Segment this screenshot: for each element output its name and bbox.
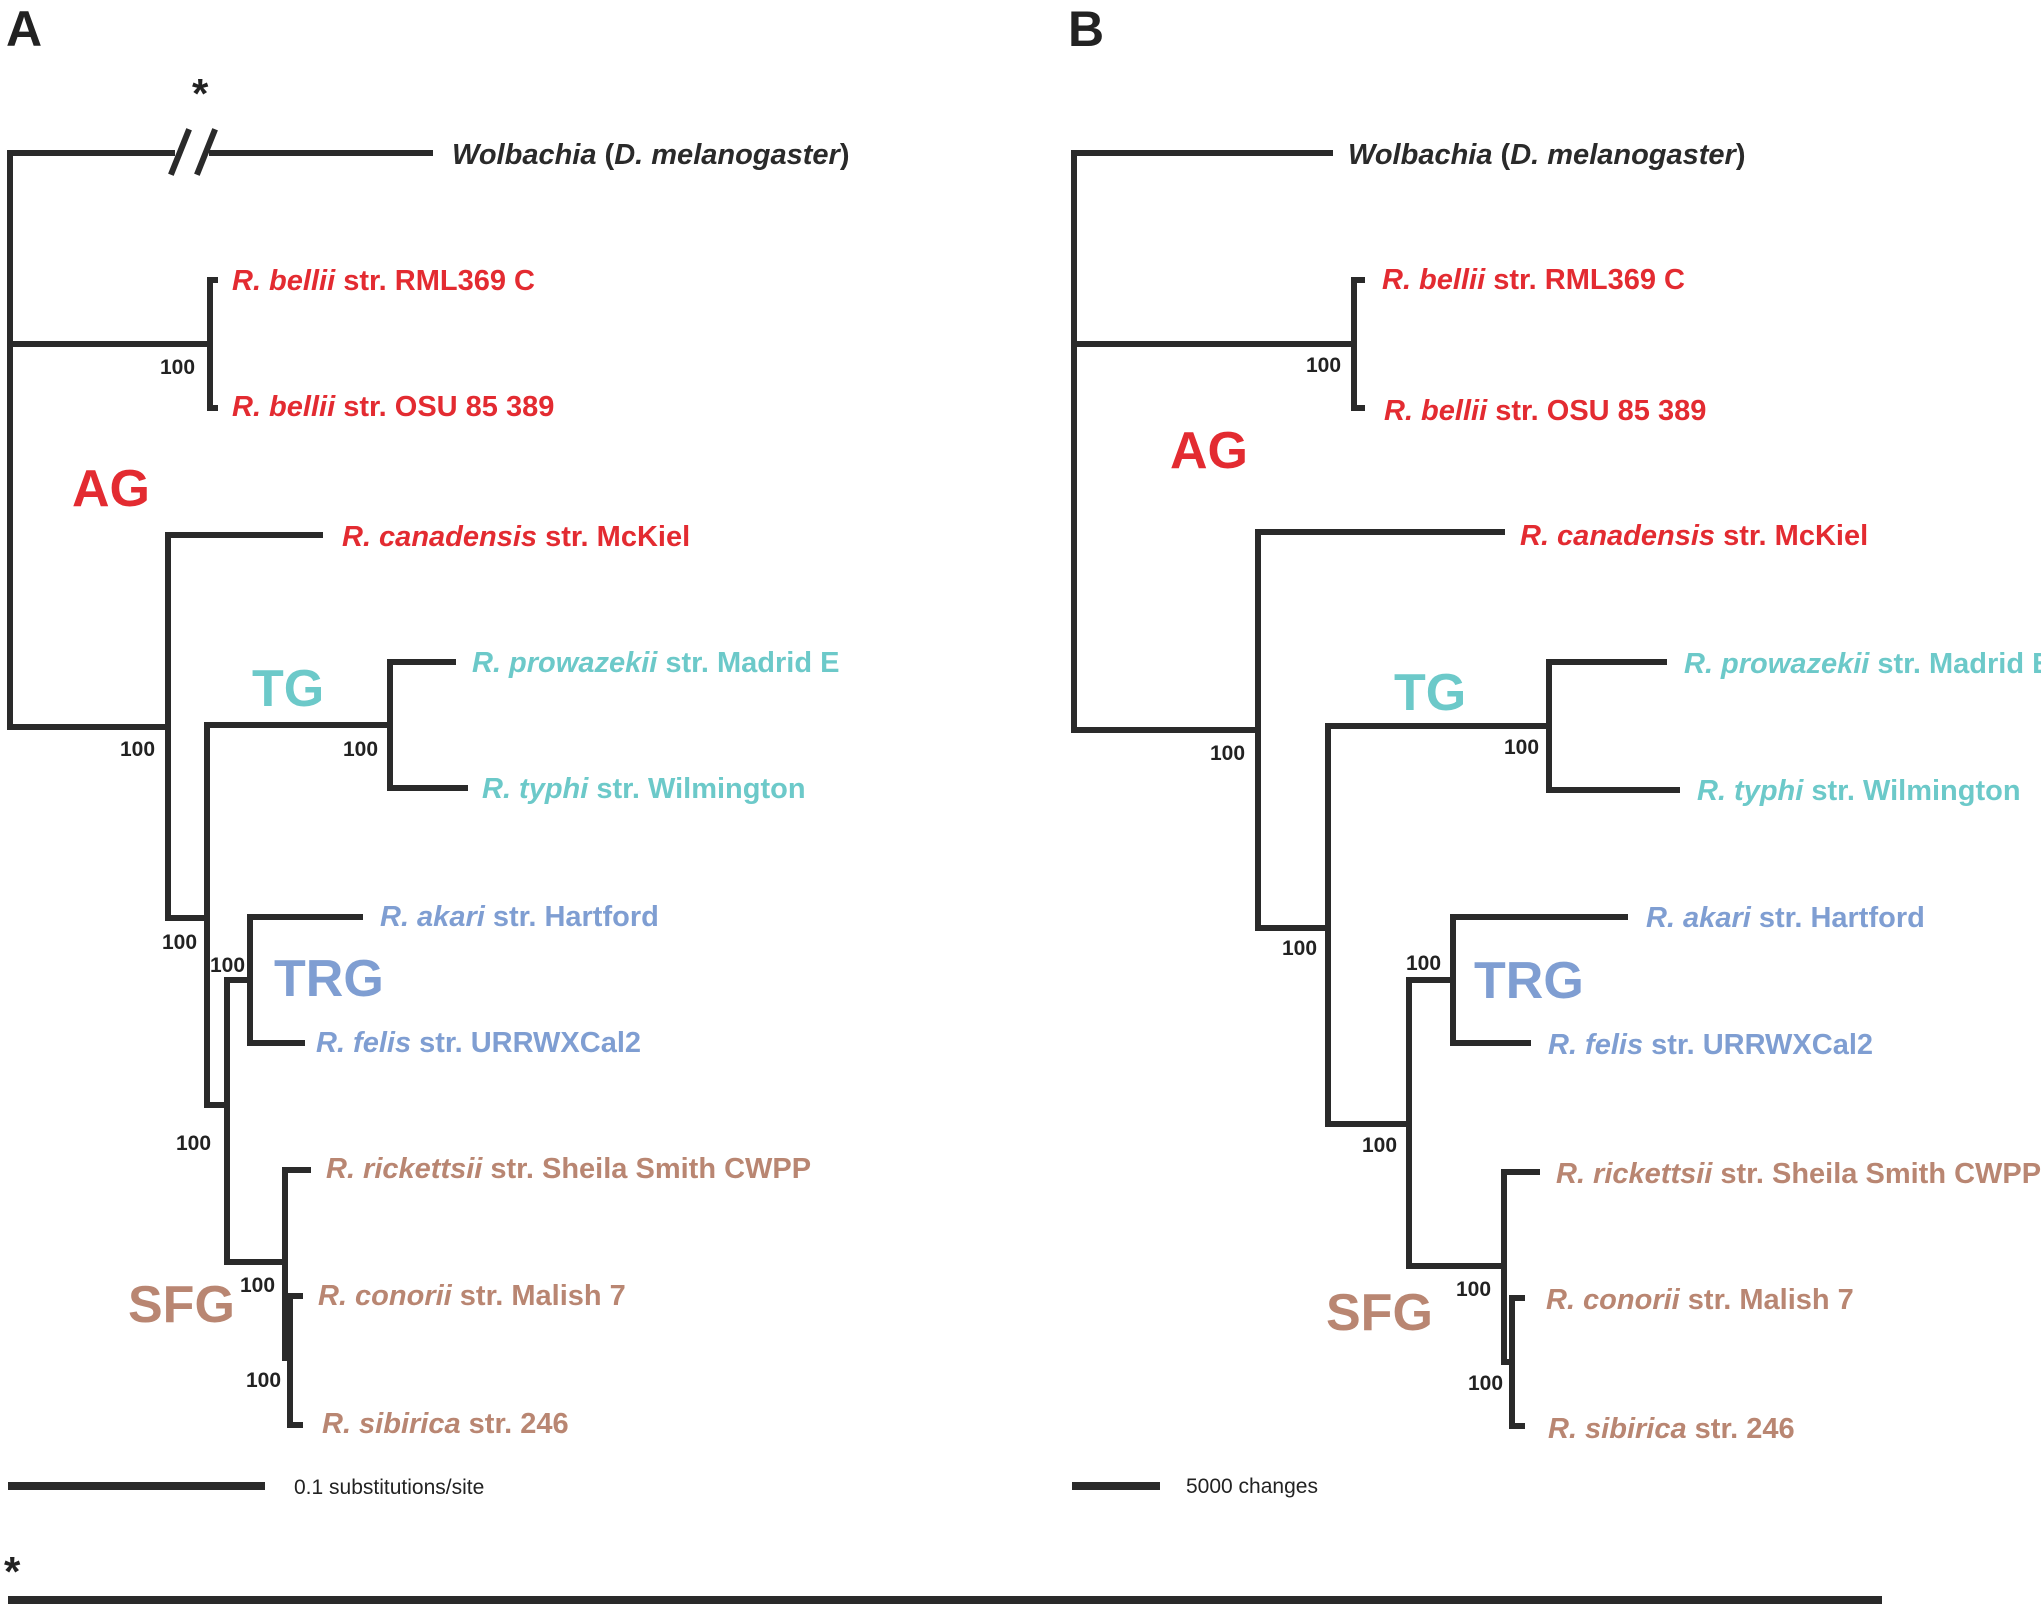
panel-a-tree bbox=[7, 128, 468, 1428]
taxon-label: R. bellii str. RML369 C bbox=[1382, 264, 1685, 296]
panel-a-support-values: 100 100 100 100 100 100 100 100 bbox=[120, 356, 378, 1392]
taxon-label: R. akari str. Hartford bbox=[1646, 902, 1925, 934]
bootstrap-value: 100 bbox=[1504, 736, 1539, 759]
taxon-label: R. typhi str. Wilmington bbox=[482, 773, 806, 805]
taxon-label: R. akari str. Hartford bbox=[380, 901, 659, 933]
bootstrap-value: 100 bbox=[246, 1369, 281, 1392]
bootstrap-value: 100 bbox=[1362, 1134, 1397, 1157]
taxon-label: Wolbachia (D. melanogaster) bbox=[452, 139, 850, 171]
taxon-label: Wolbachia (D. melanogaster) bbox=[1348, 139, 1746, 171]
group-label-tg: TG bbox=[1394, 664, 1466, 722]
branch-break-mark bbox=[168, 128, 192, 176]
bootstrap-value: 100 bbox=[1456, 1278, 1491, 1301]
taxon-label: R. rickettsii str. Sheila Smith CWPP bbox=[1556, 1158, 2041, 1190]
taxon-label: R. bellii str. OSU 85 389 bbox=[232, 391, 554, 423]
taxon-label: R. felis str. URRWXCal2 bbox=[316, 1027, 641, 1059]
bootstrap-value: 100 bbox=[1210, 742, 1245, 765]
panel-a-label: A bbox=[6, 1, 42, 57]
taxon-label: R. conorii str. Malish 7 bbox=[318, 1280, 626, 1312]
group-label-trg: TRG bbox=[274, 950, 384, 1008]
taxon-label: R. felis str. URRWXCal2 bbox=[1548, 1029, 1873, 1061]
group-label-ag: AG bbox=[72, 460, 150, 518]
bootstrap-value: 100 bbox=[160, 356, 195, 379]
panel-b-label: B bbox=[1068, 1, 1104, 57]
panel-b-support-values: 100 100 100 100 100 100 100 100 bbox=[1210, 354, 1539, 1395]
bootstrap-value: 100 bbox=[120, 738, 155, 761]
group-label-ag: AG bbox=[1170, 422, 1248, 480]
taxon-label: R. rickettsii str. Sheila Smith CWPP bbox=[326, 1153, 811, 1185]
bootstrap-value: 100 bbox=[1306, 354, 1341, 377]
bootstrap-value: 100 bbox=[240, 1274, 275, 1297]
taxon-label: R. bellii str. RML369 C bbox=[232, 265, 535, 297]
scale-label-b: 5000 changes bbox=[1186, 1475, 1318, 1498]
bootstrap-value: 100 bbox=[176, 1132, 211, 1155]
footnote-asterisk: * bbox=[4, 1548, 21, 1595]
taxon-label: R. typhi str. Wilmington bbox=[1697, 775, 2021, 807]
panel-a-taxa: Wolbachia (D. melanogaster) R. bellii st… bbox=[232, 139, 850, 1440]
group-label-tg: TG bbox=[252, 660, 324, 718]
group-label-sfg: SFG bbox=[128, 1276, 235, 1334]
taxon-label: R. sibirica str. 246 bbox=[1548, 1413, 1795, 1445]
bootstrap-value: 100 bbox=[1406, 952, 1441, 975]
bootstrap-value: 100 bbox=[1282, 937, 1317, 960]
taxon-label: R. prowazekii str. Madrid E bbox=[1684, 648, 2041, 680]
bootstrap-value: 100 bbox=[162, 931, 197, 954]
taxon-label: R. canadensis str. McKiel bbox=[342, 521, 690, 553]
taxon-label: R. bellii str. OSU 85 389 bbox=[1384, 395, 1706, 427]
taxon-label: R. prowazekii str. Madrid E bbox=[472, 647, 839, 679]
break-asterisk: * bbox=[192, 70, 209, 117]
bootstrap-value: 100 bbox=[1468, 1372, 1503, 1395]
taxon-label: R. conorii str. Malish 7 bbox=[1546, 1284, 1854, 1316]
group-label-sfg: SFG bbox=[1326, 1284, 1433, 1342]
branch-break-mark bbox=[194, 128, 218, 176]
taxon-label: R. sibirica str. 246 bbox=[322, 1408, 569, 1440]
bootstrap-value: 100 bbox=[210, 954, 245, 977]
group-label-trg: TRG bbox=[1474, 952, 1584, 1010]
panel-b-tree bbox=[1071, 150, 1680, 1429]
bootstrap-value: 100 bbox=[343, 738, 378, 761]
panel-b-taxa: Wolbachia (D. melanogaster) R. bellii st… bbox=[1348, 139, 2041, 1445]
taxon-label: R. canadensis str. McKiel bbox=[1520, 520, 1868, 552]
scale-label-a: 0.1 substitutions/site bbox=[294, 1476, 484, 1499]
